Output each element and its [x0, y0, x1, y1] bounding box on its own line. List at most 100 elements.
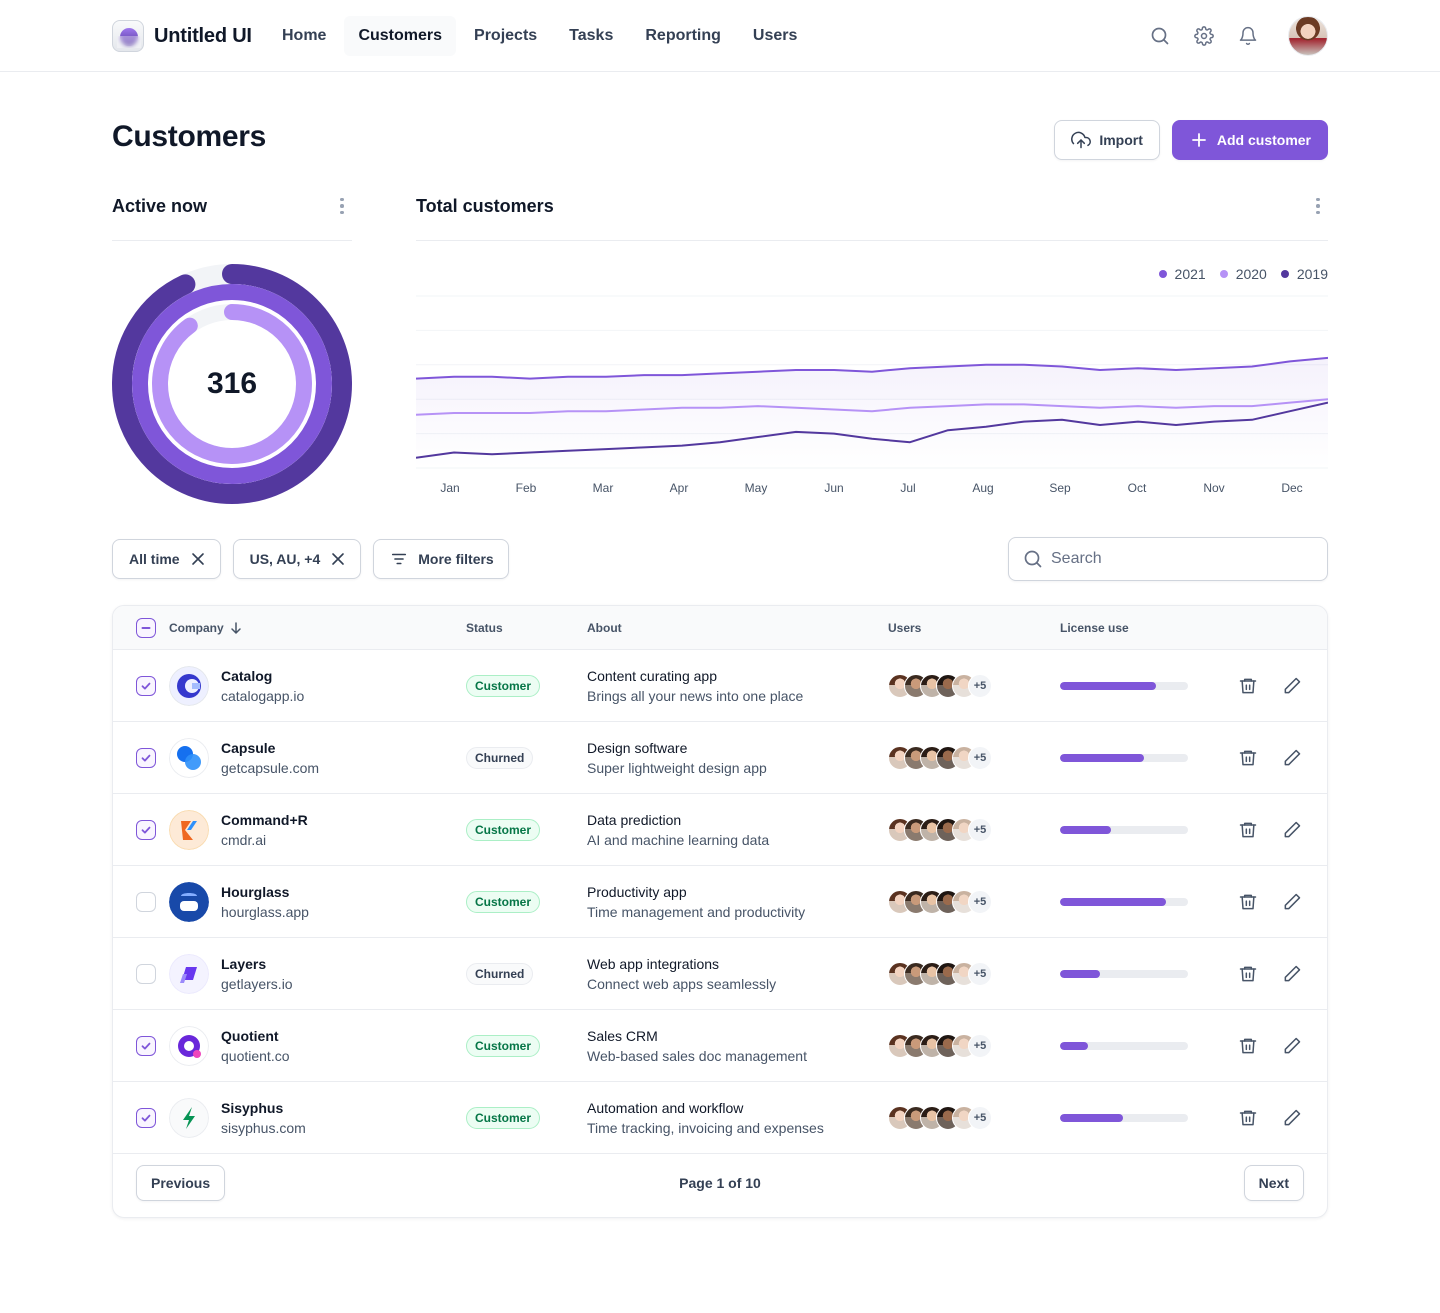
- pencil-icon: [1284, 893, 1301, 910]
- brand-name: Untitled UI: [154, 24, 252, 47]
- pencil-icon: [1284, 965, 1301, 982]
- trash-icon: [1239, 1038, 1257, 1054]
- user-avatar-group[interactable]: +5: [888, 890, 992, 914]
- table-row[interactable]: Quotient quotient.co Customer Sales CRM Web-…: [113, 1010, 1327, 1082]
- more-users-count: +5: [968, 890, 992, 914]
- user-avatar[interactable]: [1288, 16, 1328, 56]
- about-title: Sales CRM: [587, 1028, 658, 1044]
- gear-icon[interactable]: [1184, 16, 1224, 56]
- page-indicator: Page 1 of 10: [679, 1175, 761, 1191]
- edit-button[interactable]: [1272, 738, 1312, 778]
- company-domain: quotient.co: [221, 1048, 290, 1064]
- status-badge: Churned: [466, 963, 534, 985]
- more-vertical-icon[interactable]: [332, 196, 352, 216]
- donut-ring-outer: [112, 264, 352, 504]
- user-avatar-group[interactable]: +5: [888, 1034, 992, 1058]
- table-row[interactable]: Layers getlayers.io Churned Web app integra…: [113, 938, 1327, 1010]
- delete-button[interactable]: [1228, 1098, 1268, 1138]
- user-avatar-group[interactable]: +5: [888, 746, 992, 770]
- trash-icon: [1239, 750, 1257, 766]
- more-users-count: +5: [968, 746, 992, 770]
- about-title: Data prediction: [587, 812, 682, 828]
- nav-link-reporting[interactable]: Reporting: [645, 27, 721, 44]
- delete-button[interactable]: [1228, 810, 1268, 850]
- delete-button[interactable]: [1228, 954, 1268, 994]
- close-icon[interactable]: [330, 551, 346, 567]
- company-domain: getcapsule.com: [221, 760, 320, 776]
- upload-cloud-icon: [1071, 131, 1092, 149]
- company-name: Quotient: [221, 1028, 279, 1044]
- nav-link-projects[interactable]: Projects: [474, 27, 538, 44]
- filter-chip-all-time[interactable]: All time: [112, 539, 221, 579]
- x-tick-label: Jun: [824, 481, 843, 495]
- search-icon[interactable]: [1140, 16, 1180, 56]
- previous-page-button[interactable]: Previous: [136, 1165, 226, 1201]
- select-all-cell: [136, 606, 156, 650]
- close-icon[interactable]: [190, 551, 206, 567]
- previous-label: Previous: [151, 1175, 211, 1191]
- import-button-label: Import: [1099, 132, 1143, 148]
- row-checkbox[interactable]: [136, 748, 156, 768]
- brand[interactable]: Untitled UI: [112, 20, 252, 52]
- table-row[interactable]: Hourglass hourglass.app Customer Productivi…: [113, 866, 1327, 938]
- user-avatar-group[interactable]: +5: [888, 962, 992, 986]
- license-use-bar: [1060, 898, 1188, 906]
- catalog-logo-icon: [169, 666, 209, 706]
- nav-icons: [1140, 16, 1328, 56]
- row-checkbox[interactable]: [136, 676, 156, 696]
- row-checkbox[interactable]: [136, 820, 156, 840]
- legend-item: 2019: [1280, 266, 1328, 282]
- total-customers-card: Total customers 2021 2020 2019 Jan Feb Mar Ap…: [416, 192, 1328, 495]
- page-title: Customers: [112, 120, 267, 153]
- table-row[interactable]: Catalog catalogapp.io Customer Content cura…: [113, 650, 1327, 722]
- series-line-2019: [416, 401, 1328, 459]
- edit-button[interactable]: [1272, 810, 1312, 850]
- nav-link-users[interactable]: Users: [752, 27, 798, 44]
- nav-link-tasks[interactable]: Tasks: [569, 27, 614, 44]
- row-checkbox[interactable]: [136, 1108, 156, 1128]
- nav-link-customers[interactable]: Customers: [344, 16, 457, 56]
- series-line-2021: [416, 356, 1328, 380]
- select-all-checkbox[interactable]: [136, 618, 156, 638]
- about-title: Content curating app: [587, 668, 717, 684]
- edit-button[interactable]: [1272, 882, 1312, 922]
- user-avatar-group[interactable]: +5: [888, 818, 992, 842]
- import-button[interactable]: Import: [1054, 120, 1160, 160]
- row-checkbox[interactable]: [136, 1036, 156, 1056]
- bell-icon[interactable]: [1228, 16, 1268, 56]
- table-row[interactable]: Command+R cmdr.ai Customer Data prediction A…: [113, 794, 1327, 866]
- search-input[interactable]: [1051, 550, 1311, 568]
- next-page-button[interactable]: Next: [1243, 1165, 1304, 1201]
- edit-button[interactable]: [1272, 666, 1312, 706]
- active-now-value: 316: [206, 367, 258, 400]
- edit-button[interactable]: [1272, 1098, 1312, 1138]
- user-avatar-group[interactable]: +5: [888, 1106, 992, 1130]
- delete-button[interactable]: [1228, 882, 1268, 922]
- row-checkbox[interactable]: [136, 964, 156, 984]
- table-row[interactable]: Capsule getcapsule.com Churned Design softw…: [113, 722, 1327, 794]
- table-row[interactable]: Sisyphus sisyphus.com Customer Automation a…: [113, 1082, 1327, 1154]
- pencil-icon: [1284, 821, 1301, 838]
- row-checkbox[interactable]: [136, 892, 156, 912]
- nav-link-home[interactable]: Home: [282, 27, 327, 44]
- x-tick-label: Feb: [516, 481, 537, 495]
- layers-logo-icon: [169, 954, 209, 994]
- company-domain: getlayers.io: [221, 976, 293, 992]
- more-filters-button[interactable]: More filters: [373, 539, 509, 579]
- company-name: Catalog: [221, 668, 273, 684]
- delete-button[interactable]: [1228, 738, 1268, 778]
- company-domain: catalogapp.io: [221, 688, 305, 704]
- filter-chip-region[interactable]: US, AU, +4: [232, 539, 362, 579]
- delete-button[interactable]: [1228, 1026, 1268, 1066]
- active-now-header: Active now: [112, 192, 352, 241]
- capsule-logo-icon: [169, 738, 209, 778]
- edit-button[interactable]: [1272, 954, 1312, 994]
- delete-button[interactable]: [1228, 666, 1268, 706]
- license-use-bar: [1060, 826, 1188, 834]
- edit-button[interactable]: [1272, 1026, 1312, 1066]
- column-header-company[interactable]: Company: [169, 606, 244, 650]
- user-avatar-group[interactable]: +5: [888, 674, 992, 698]
- more-vertical-icon[interactable]: [1308, 196, 1328, 216]
- search-field[interactable]: [1008, 537, 1328, 581]
- add-customer-button[interactable]: Add customer: [1171, 120, 1328, 160]
